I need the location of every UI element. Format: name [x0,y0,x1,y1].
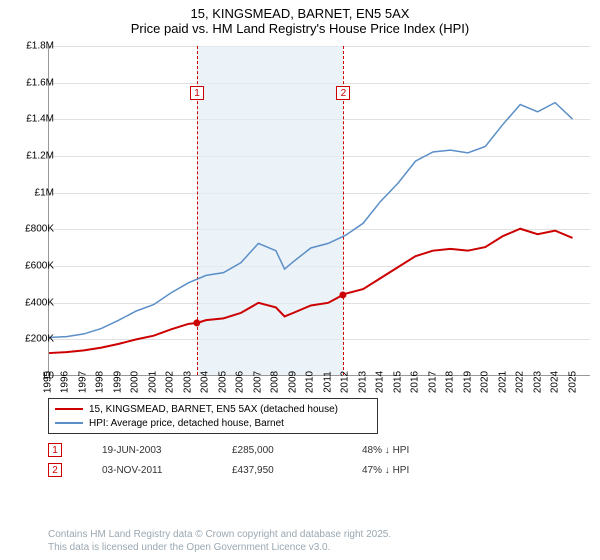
y-tick-label: £600K [10,261,54,272]
x-tick-label: 2025 [567,371,578,393]
y-tick-label: £1.6M [10,77,54,88]
legend-label: 15, KINGSMEAD, BARNET, EN5 5AX (detached… [89,404,338,415]
chart-title: 15, KINGSMEAD, BARNET, EN5 5AX Price pai… [0,0,600,40]
y-tick-label: £400K [10,297,54,308]
x-tick-label: 1999 [112,371,123,393]
x-tick-label: 2024 [550,371,561,393]
y-tick-label: £1.4M [10,114,54,125]
y-tick-label: £1M [10,187,54,198]
legend-swatch [55,408,83,410]
y-tick-label: £800K [10,224,54,235]
marker-num-box: 2 [48,463,62,477]
x-tick-label: 2012 [340,371,351,393]
x-tick-label: 2016 [410,371,421,393]
marker-table-row: 1 19-JUN-2003 £285,000 48% ↓ HPI [48,440,548,460]
x-tick-label: 2019 [462,371,473,393]
x-tick-label: 2020 [480,371,491,393]
y-tick-label: £200K [10,334,54,345]
x-tick-label: 2007 [252,371,263,393]
x-tick-label: 2017 [427,371,438,393]
x-tick-label: 2006 [235,371,246,393]
y-tick-label: £1.2M [10,151,54,162]
marker-price: £437,950 [232,465,332,476]
sale-marker-table: 1 19-JUN-2003 £285,000 48% ↓ HPI 2 03-NOV-201… [48,440,548,480]
x-tick-label: 2002 [165,371,176,393]
x-tick-label: 2018 [445,371,456,393]
title-line1: 15, KINGSMEAD, BARNET, EN5 5AX [0,6,600,21]
x-tick-label: 2021 [497,371,508,393]
x-tick-label: 2015 [392,371,403,393]
sale-marker-dot [193,319,200,326]
y-tick-label: £1.8M [10,41,54,52]
x-tick-label: 2004 [200,371,211,393]
x-tick-label: 2001 [147,371,158,393]
x-tick-label: 2005 [217,371,228,393]
marker-table-row: 2 03-NOV-2011 £437,950 47% ↓ HPI [48,460,548,480]
marker-date: 19-JUN-2003 [102,445,202,456]
x-tick-label: 1996 [60,371,71,393]
x-tick-label: 2011 [322,371,333,393]
legend: 15, KINGSMEAD, BARNET, EN5 5AX (detached… [48,398,378,434]
x-tick-label: 2000 [130,371,141,393]
x-tick-label: 2013 [357,371,368,393]
legend-item: HPI: Average price, detached house, Barn… [55,416,371,430]
footer-attribution: Contains HM Land Registry data © Crown c… [48,528,391,554]
series-line [49,103,573,338]
x-tick-label: 2003 [182,371,193,393]
x-tick-label: 2009 [287,371,298,393]
legend-item: 15, KINGSMEAD, BARNET, EN5 5AX (detached… [55,402,371,416]
marker-date: 03-NOV-2011 [102,465,202,476]
title-line2: Price paid vs. HM Land Registry's House … [0,21,600,36]
x-tick-label: 1998 [95,371,106,393]
chart-plot-area: 12 [48,46,590,376]
x-tick-label: 2010 [305,371,316,393]
footer-line2: This data is licensed under the Open Gov… [48,541,391,554]
x-tick-label: 2022 [515,371,526,393]
marker-delta: 48% ↓ HPI [362,445,462,456]
footer-line1: Contains HM Land Registry data © Crown c… [48,528,391,541]
marker-delta: 47% ↓ HPI [362,465,462,476]
x-tick-label: 2014 [375,371,386,393]
x-tick-label: 2023 [532,371,543,393]
legend-swatch [55,422,83,424]
legend-label: HPI: Average price, detached house, Barn… [89,418,284,429]
marker-price: £285,000 [232,445,332,456]
x-tick-label: 1997 [77,371,88,393]
x-tick-label: 1995 [43,371,54,393]
marker-num-box: 1 [48,443,62,457]
sale-marker-dot [339,291,346,298]
x-tick-label: 2008 [270,371,281,393]
